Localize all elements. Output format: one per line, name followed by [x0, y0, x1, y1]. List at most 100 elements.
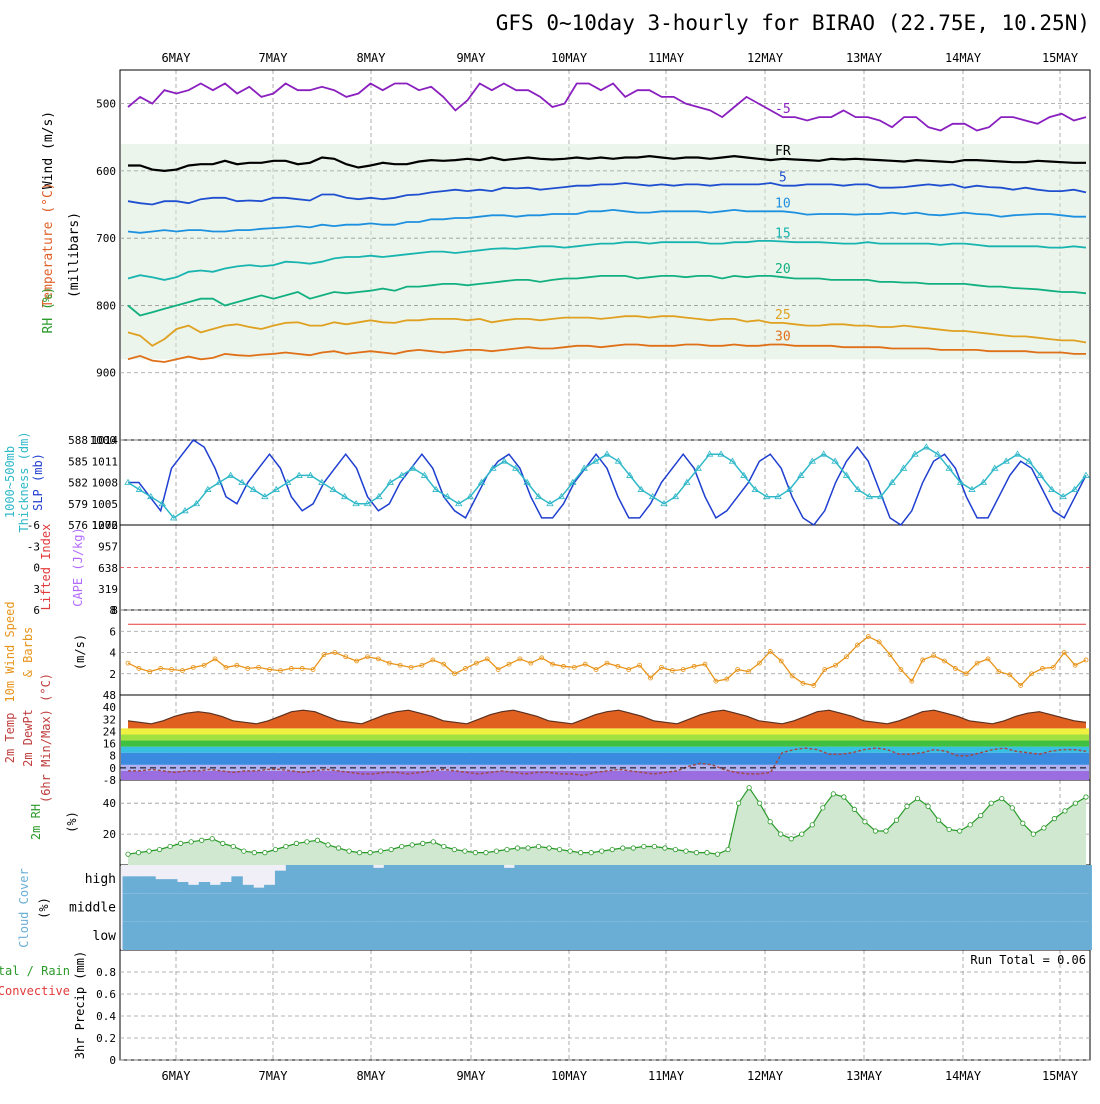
cloud-cell [906, 865, 918, 894]
wind-speed-point [517, 656, 523, 662]
wind-speed-point [844, 654, 849, 660]
cloud-cell [862, 865, 875, 894]
cloud-cell [743, 921, 755, 950]
cloud-cell [1004, 865, 1016, 894]
temp-band [121, 728, 1089, 735]
rh-tick: 40 [103, 797, 116, 810]
thickness-point [774, 492, 782, 500]
wind-speed-point [713, 678, 719, 684]
thickness-point [329, 485, 337, 492]
cloud-cell [764, 921, 777, 950]
thickness-slp-plot: 576 579 582 585 588 1002 1005 1008 1011 1014 1000~… [3, 431, 1090, 533]
cloud-cell [579, 865, 592, 894]
cloud-cell [862, 893, 875, 922]
wind-speed-point [386, 660, 392, 666]
cloud-cell [830, 921, 842, 950]
cloud-cell [122, 893, 134, 922]
cloud-cell [318, 893, 330, 922]
contour--5 [127, 82, 1087, 132]
cloud-cell [601, 865, 613, 894]
thickness-point [1002, 457, 1010, 464]
rh-point [335, 845, 342, 851]
cloud-cell [699, 921, 711, 950]
date-label-bottom: 13MAY [846, 1069, 883, 1083]
cloud-cell [873, 865, 886, 894]
rh-point [851, 806, 857, 812]
cloud-cell [590, 893, 603, 922]
cape-tick: 319 [98, 583, 118, 596]
cloud-level-label: high [85, 872, 116, 887]
thickness-point [660, 499, 668, 507]
cloud-cell [155, 879, 167, 894]
pressure-tick: 700 [96, 232, 116, 245]
cloud-cell [753, 893, 766, 922]
thickness-point [648, 492, 657, 500]
thickness-point [740, 471, 748, 478]
cloud-cell [514, 893, 526, 922]
thickness-point [911, 450, 919, 457]
cloud-cell [862, 921, 875, 950]
thickness-point [808, 457, 816, 464]
contour-label: FR [775, 144, 791, 159]
thickness-point [204, 485, 212, 492]
cloud-cell [1026, 893, 1038, 922]
rh-point [378, 848, 384, 854]
cloud-cell [906, 921, 918, 950]
cloud-cell [155, 921, 167, 950]
rh-point [125, 851, 131, 857]
cloud-cell [917, 893, 929, 922]
rh-point [567, 848, 573, 854]
cloud-cell [688, 893, 701, 922]
slp-tick: 1008 [92, 477, 119, 490]
cloud-cell [677, 865, 690, 894]
thickness-point [489, 464, 497, 471]
rh-point [483, 850, 489, 856]
cloud-cell [732, 893, 744, 922]
cape-label: CAPE (J/kg) [71, 527, 85, 606]
temp-band [121, 752, 1089, 765]
cloud-cell [949, 865, 962, 894]
cloud-cell [1004, 893, 1016, 922]
rh-point [599, 848, 605, 854]
rh-point [325, 842, 331, 848]
cloud-cell [296, 865, 309, 894]
thickness-tick: 585 [68, 455, 88, 468]
upper-air-plot: 500 600 700 800 900 1000 -5 FR 5 10 15 20 25 30 Wind (… [41, 82, 1090, 447]
wind-speed-point [582, 661, 588, 667]
rh-point [388, 846, 394, 853]
wind-speed-point [789, 673, 795, 679]
rh-point [251, 850, 257, 856]
contour-label: -5 [775, 102, 791, 117]
cloud-cell [645, 865, 657, 894]
cloud-cell [405, 865, 417, 894]
li-tick: 3 [33, 583, 40, 596]
date-label-top: 10MAY [551, 51, 588, 65]
rh-point [167, 843, 173, 850]
cloud-cell [1047, 921, 1060, 950]
wind-speed-point [887, 652, 893, 658]
cloud-cell [242, 921, 254, 950]
wind-speed-point [1072, 662, 1078, 668]
temp-tick: 40 [103, 701, 116, 714]
temp-tick: 48 [103, 689, 116, 702]
wind-speed-point [898, 667, 904, 672]
cloud-plot: high middle low Cloud Cover (%) [17, 865, 1092, 950]
cloud-cell [655, 893, 668, 922]
cloud-cell [351, 865, 363, 894]
cloud-cell [612, 865, 624, 894]
cloud-cell [187, 884, 200, 894]
wind-speed-point [147, 669, 153, 675]
rh-point [999, 795, 1005, 802]
thickness-point [249, 485, 258, 492]
wind-speed-point [822, 667, 828, 672]
rh-point [178, 840, 184, 846]
thickness-point [124, 478, 132, 485]
temp-tick: -8 [103, 774, 116, 787]
wind-speed-point [343, 654, 349, 660]
contour-label: 20 [775, 262, 791, 277]
cloud-cell [133, 893, 145, 922]
cloud-cell [775, 921, 788, 950]
wind-label-3: (m/s) [73, 634, 87, 670]
cloud-cell [568, 893, 581, 922]
rh-tick: 20 [103, 828, 116, 841]
